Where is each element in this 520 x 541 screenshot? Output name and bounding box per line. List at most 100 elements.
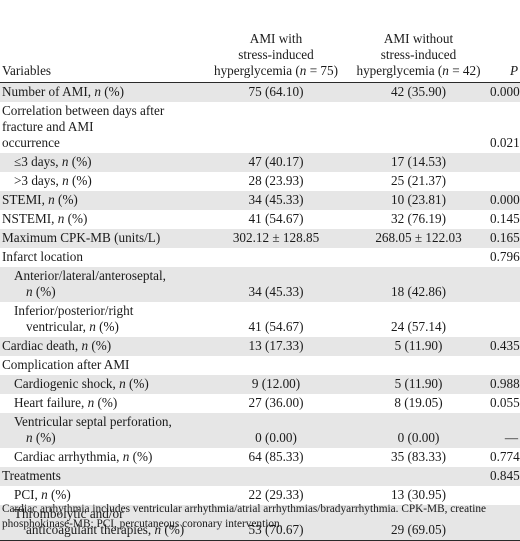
row-label-line: PCI, n (%) xyxy=(14,487,71,502)
p-value: 0.021 xyxy=(490,135,520,150)
value-with xyxy=(205,467,347,486)
value-with: 22 (29.33) xyxy=(248,487,304,502)
row-label-line: occurrence xyxy=(2,135,60,150)
table-row: Treatments 0.845 xyxy=(0,467,520,486)
row-label: Treatments xyxy=(0,467,205,486)
p-value xyxy=(490,153,520,172)
value-with xyxy=(205,356,347,375)
value-without: 0 (0.00) xyxy=(347,413,490,448)
row-label-line: Infarct location xyxy=(2,249,83,264)
value-without: 10 (23.81) xyxy=(347,191,490,210)
table-row: >3 days, n (%) 28 (23.93) 25 (21.37) xyxy=(0,172,520,191)
header-without-line: hyperglycemia (n = 42) xyxy=(356,63,481,78)
table-row: ≤3 days, n (%) 47 (40.17) 17 (14.53) xyxy=(0,153,520,172)
header-with-line: AMI with xyxy=(249,31,303,46)
value-with: 41 (54.67) xyxy=(248,319,304,334)
value-without: 29 (69.05) xyxy=(347,505,490,540)
row-label-line: Complication after AMI xyxy=(2,357,130,372)
row-label-line: Cardiac death, n (%) xyxy=(2,338,112,353)
p-value: 0.796 xyxy=(490,249,520,264)
row-label-line: n (%) xyxy=(26,284,56,299)
table-row: Ventricular septal perforation, n (%) 0 (0… xyxy=(0,413,520,448)
value-without: 17 (14.53) xyxy=(347,153,490,172)
row-label-line: Ventricular septal perforation, xyxy=(14,414,172,429)
p-value: 0.435 xyxy=(490,337,520,356)
table-row: STEMI, n (%) 34 (45.33) 10 (23.81) 0.000 xyxy=(0,191,520,210)
row-label-line: Correlation between days after xyxy=(2,103,165,118)
row-label: Infarct location xyxy=(0,248,205,267)
table-row: NSTEMI, n (%) 41 (54.67) 32 (76.19) 0.145 xyxy=(0,210,520,229)
value-without: 5 (11.90) xyxy=(347,337,490,356)
p-value xyxy=(490,505,520,540)
value-with: 28 (23.93) xyxy=(248,173,304,188)
p-value: — xyxy=(490,413,520,448)
header-with-line: hyperglycemia (n = 75) xyxy=(213,63,339,78)
header-with-line: stress-induced xyxy=(238,47,314,62)
p-value xyxy=(490,356,520,375)
footnote-line: Cardiac arrhythmia includes ventricular … xyxy=(2,503,487,515)
row-label: Correlation between days after fracture a… xyxy=(0,102,205,153)
table-row: Infarct location 0.796 xyxy=(0,248,520,267)
p-value: 0.000 xyxy=(490,82,520,102)
table-row: Number of AMI, n (%) 75 (64.10) 42 (35.90)… xyxy=(0,82,520,102)
value-without: 24 (57.14) xyxy=(391,319,446,334)
p-value: 0.055 xyxy=(490,395,520,410)
row-label: ≤3 days, n (%) xyxy=(0,153,205,172)
row-label-line: n (%) xyxy=(26,430,56,445)
p-value xyxy=(490,172,520,191)
table-footnote: Cardiac arrhythmia includes ventricular … xyxy=(2,502,518,532)
value-with: 34 (45.33) xyxy=(205,267,347,302)
row-label: NSTEMI, n (%) xyxy=(0,210,205,229)
header-with-hyperglycemia: AMI with stress-induced hyperglycemia (n… xyxy=(205,10,347,83)
value-with: 53 (70.67) xyxy=(205,505,347,540)
value-without: 18 (42.86) xyxy=(347,267,490,302)
row-label-line: fracture and AMI xyxy=(2,119,94,134)
row-label-line: Number of AMI, n (%) xyxy=(2,84,124,99)
value-with: 302.12 ± 128.85 xyxy=(205,229,347,248)
row-label: Complication after AMI xyxy=(0,356,205,375)
table-row: PCI, n (%) 22 (29.33) 13 (30.95) xyxy=(0,486,520,505)
value-without: 13 (30.95) xyxy=(391,487,446,502)
table-row: Inferior/posterior/right ventricular, n (… xyxy=(0,302,520,337)
row-label-line: ≤3 days, n (%) xyxy=(14,154,92,169)
row-label-line: NSTEMI, n (%) xyxy=(2,211,88,226)
value-with: 64 (85.33) xyxy=(248,449,304,464)
value-without: 35 (83.33) xyxy=(391,449,446,464)
value-without: 268.05 ± 122.03 xyxy=(347,229,490,248)
table-row: Cardiac death, n (%) 13 (17.33) 5 (11.90) 0… xyxy=(0,337,520,356)
row-label-line: Thrombolytic and/or xyxy=(14,506,124,521)
table-row: Maximum CPK-MB (units/L) 302.12 ± 128.85 2… xyxy=(0,229,520,248)
value-without: 42 (35.90) xyxy=(347,82,490,102)
table-row: Correlation between days after fracture a… xyxy=(0,102,520,153)
table-row: Complication after AMI xyxy=(0,356,520,375)
row-label: Ventricular septal perforation, n (%) xyxy=(0,413,205,448)
header-without-hyperglycemia: AMI without stress-induced hyperglycemia… xyxy=(347,10,490,83)
row-label-line: Cardiac arrhythmia, n (%) xyxy=(14,449,153,464)
row-label-line: Treatments xyxy=(2,468,61,483)
table-header: Variables AMI with stress-induced hyperg… xyxy=(0,10,520,83)
header-without-line: AMI without xyxy=(383,31,454,46)
row-label-line: >3 days, n (%) xyxy=(14,173,92,188)
row-label: Inferior/posterior/right ventricular, n (… xyxy=(0,302,205,337)
p-value: 0.988 xyxy=(490,375,520,394)
value-with: 13 (17.33) xyxy=(205,337,347,356)
value-with: 9 (12.00) xyxy=(205,375,347,394)
value-without xyxy=(347,248,490,267)
p-value: 0.774 xyxy=(490,449,520,464)
p-value xyxy=(490,267,520,302)
p-value: 0.000 xyxy=(490,191,520,210)
value-without: 32 (76.19) xyxy=(391,211,446,226)
row-label: Heart failure, n (%) xyxy=(0,394,205,413)
value-with: 27 (36.00) xyxy=(248,395,304,410)
table-row: Cardiogenic shock, n (%) 9 (12.00) 5 (11.9… xyxy=(0,375,520,394)
row-label-line: Heart failure, n (%) xyxy=(14,395,118,410)
value-without: 25 (21.37) xyxy=(391,173,446,188)
table-row: Thrombolytic and/or anticoagulant therapi… xyxy=(0,505,520,540)
value-with: 47 (40.17) xyxy=(205,153,347,172)
header-p-value: P xyxy=(509,63,518,78)
value-without: 8 (19.05) xyxy=(394,395,443,410)
row-label-line: STEMI, n (%) xyxy=(2,192,78,207)
table-row: Heart failure, n (%) 27 (36.00) 8 (19.05) 0… xyxy=(0,394,520,413)
row-label-line: ventricular, n (%) xyxy=(26,319,119,334)
